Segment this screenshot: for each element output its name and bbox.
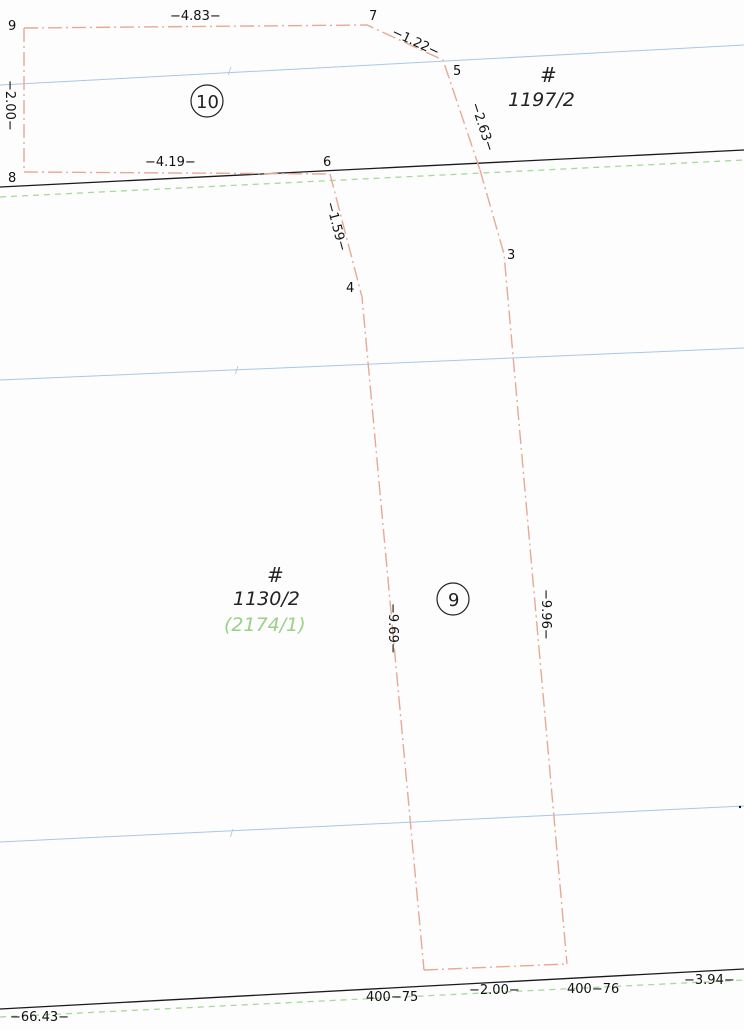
- point-number-5: 5: [453, 64, 461, 79]
- dimension-label: −2.00−: [2, 80, 17, 131]
- lot-9-boundary-left: [329, 173, 425, 971]
- dimension-label: −1.22−: [389, 25, 441, 60]
- lot-number-9: 9: [448, 590, 459, 611]
- lot-9-boundary-bottom: [423, 963, 568, 971]
- bottom-point-right: 400−76: [567, 982, 619, 997]
- point-number-6: 6: [323, 155, 331, 170]
- tick-mark: /: [235, 365, 239, 376]
- parcel-number-upper: 1197/2: [508, 89, 575, 111]
- dimension-label: −66.43−: [10, 1010, 69, 1025]
- dimension-label: −4.83−: [170, 9, 221, 24]
- dimension-label: −2.00−: [469, 983, 520, 998]
- green-old-boundary: [0, 159, 744, 198]
- parcel-hash-upper: #: [540, 63, 557, 87]
- blue-ref-line: [0, 44, 744, 86]
- dimension-label: −3.94−: [684, 973, 735, 988]
- point-number-7: 7: [369, 9, 377, 24]
- parcel-number-lower: 1130/2: [233, 588, 300, 610]
- lot-9-boundary-right: [479, 169, 568, 965]
- bottom-point-left: 400−75: [366, 990, 418, 1005]
- plot-boundary-line: [0, 149, 744, 188]
- dimension-label: −4.19−: [145, 155, 196, 170]
- point-number-8: 8: [8, 171, 16, 186]
- lot-number-10: 10: [196, 92, 219, 113]
- edge-dot: [738, 805, 742, 809]
- lot-10-boundary: [23, 24, 481, 171]
- blue-ref-line: [0, 805, 744, 843]
- green-old-boundary: [0, 979, 744, 1018]
- lot-10-circle: [190, 84, 224, 118]
- parcel-hash-lower: #: [267, 563, 284, 587]
- point-number-9: 9: [8, 19, 16, 34]
- dimension-label: −9.96−: [538, 589, 553, 640]
- point-number-4: 4: [346, 281, 354, 296]
- dimension-label: −9.69−: [385, 603, 400, 654]
- parcel-old-number: (2174/1): [224, 614, 306, 636]
- lot-9-circle: [436, 582, 470, 616]
- dimension-label: −1.59−: [322, 200, 350, 253]
- lot-10-boundary-left: [23, 28, 331, 175]
- plot-boundary-line: [0, 968, 744, 1010]
- point-number-3: 3: [507, 248, 515, 263]
- tick-mark: /: [228, 66, 232, 77]
- blue-ref-line: [0, 347, 744, 381]
- tick-mark: /: [230, 828, 234, 839]
